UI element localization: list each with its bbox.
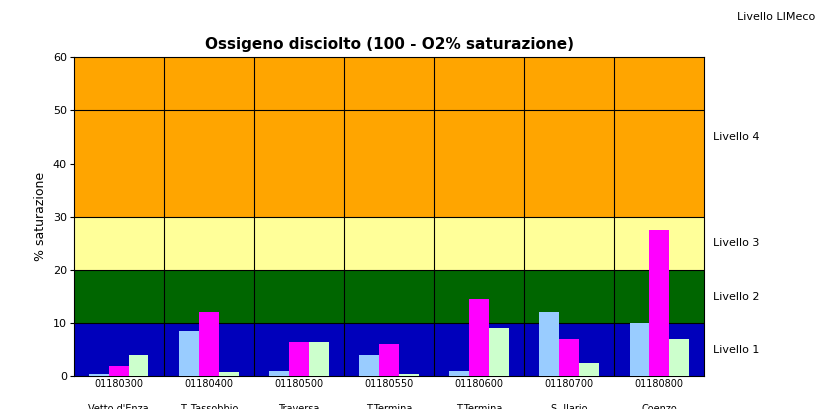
Bar (669, 339, 689, 376)
Bar (109, 366, 129, 376)
Bar (74, 217, 704, 270)
Bar (74, 57, 704, 217)
Bar (74, 323, 704, 376)
Y-axis label: % saturazione: % saturazione (34, 172, 47, 261)
Bar (179, 331, 199, 376)
Bar (309, 342, 328, 376)
Bar (89, 374, 109, 376)
Bar (630, 323, 649, 376)
Bar (579, 363, 599, 376)
Text: Livello 3: Livello 3 (713, 238, 759, 248)
Text: Livello 2: Livello 2 (713, 292, 759, 301)
Bar (360, 355, 379, 376)
Bar (559, 339, 579, 376)
Title: Ossigeno disciolto (100 - O2% saturazione): Ossigeno disciolto (100 - O2% saturazion… (205, 37, 573, 52)
Text: Livello LIMeco: Livello LIMeco (736, 12, 815, 22)
Bar (399, 374, 419, 376)
Bar (489, 328, 509, 376)
Text: Livello 1: Livello 1 (713, 345, 759, 355)
Bar (450, 371, 469, 376)
Text: Livello 4: Livello 4 (713, 132, 759, 142)
Bar (129, 355, 148, 376)
Bar (469, 299, 489, 376)
Bar (74, 270, 704, 323)
Bar (649, 230, 669, 376)
Bar (289, 342, 309, 376)
Bar (269, 371, 289, 376)
Bar (379, 344, 399, 376)
Bar (199, 312, 219, 376)
Bar (219, 372, 238, 376)
Bar (540, 312, 559, 376)
